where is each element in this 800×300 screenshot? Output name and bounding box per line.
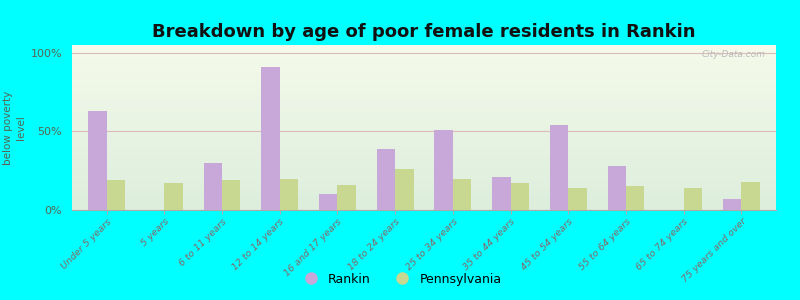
Bar xyxy=(377,149,395,210)
Bar xyxy=(395,169,414,210)
Bar xyxy=(510,183,529,210)
Bar xyxy=(568,188,586,210)
Bar xyxy=(319,194,338,210)
Bar xyxy=(262,67,280,210)
Bar xyxy=(106,180,125,210)
Bar xyxy=(626,186,645,210)
Bar xyxy=(723,199,742,210)
Bar xyxy=(88,111,106,210)
Legend: Rankin, Pennsylvania: Rankin, Pennsylvania xyxy=(293,268,507,291)
Bar xyxy=(492,177,510,210)
Bar xyxy=(338,185,356,210)
Bar xyxy=(453,178,471,210)
Title: Breakdown by age of poor female residents in Rankin: Breakdown by age of poor female resident… xyxy=(152,23,696,41)
Text: City-Data.com: City-Data.com xyxy=(702,50,766,59)
Bar xyxy=(222,180,241,210)
Bar xyxy=(550,125,568,210)
Bar xyxy=(684,188,702,210)
Y-axis label: percentage
below poverty
level: percentage below poverty level xyxy=(0,90,26,165)
Bar xyxy=(203,163,222,210)
Bar xyxy=(434,130,453,210)
Bar xyxy=(607,166,626,210)
Bar xyxy=(742,182,760,210)
Bar xyxy=(164,183,182,210)
Bar xyxy=(280,178,298,210)
